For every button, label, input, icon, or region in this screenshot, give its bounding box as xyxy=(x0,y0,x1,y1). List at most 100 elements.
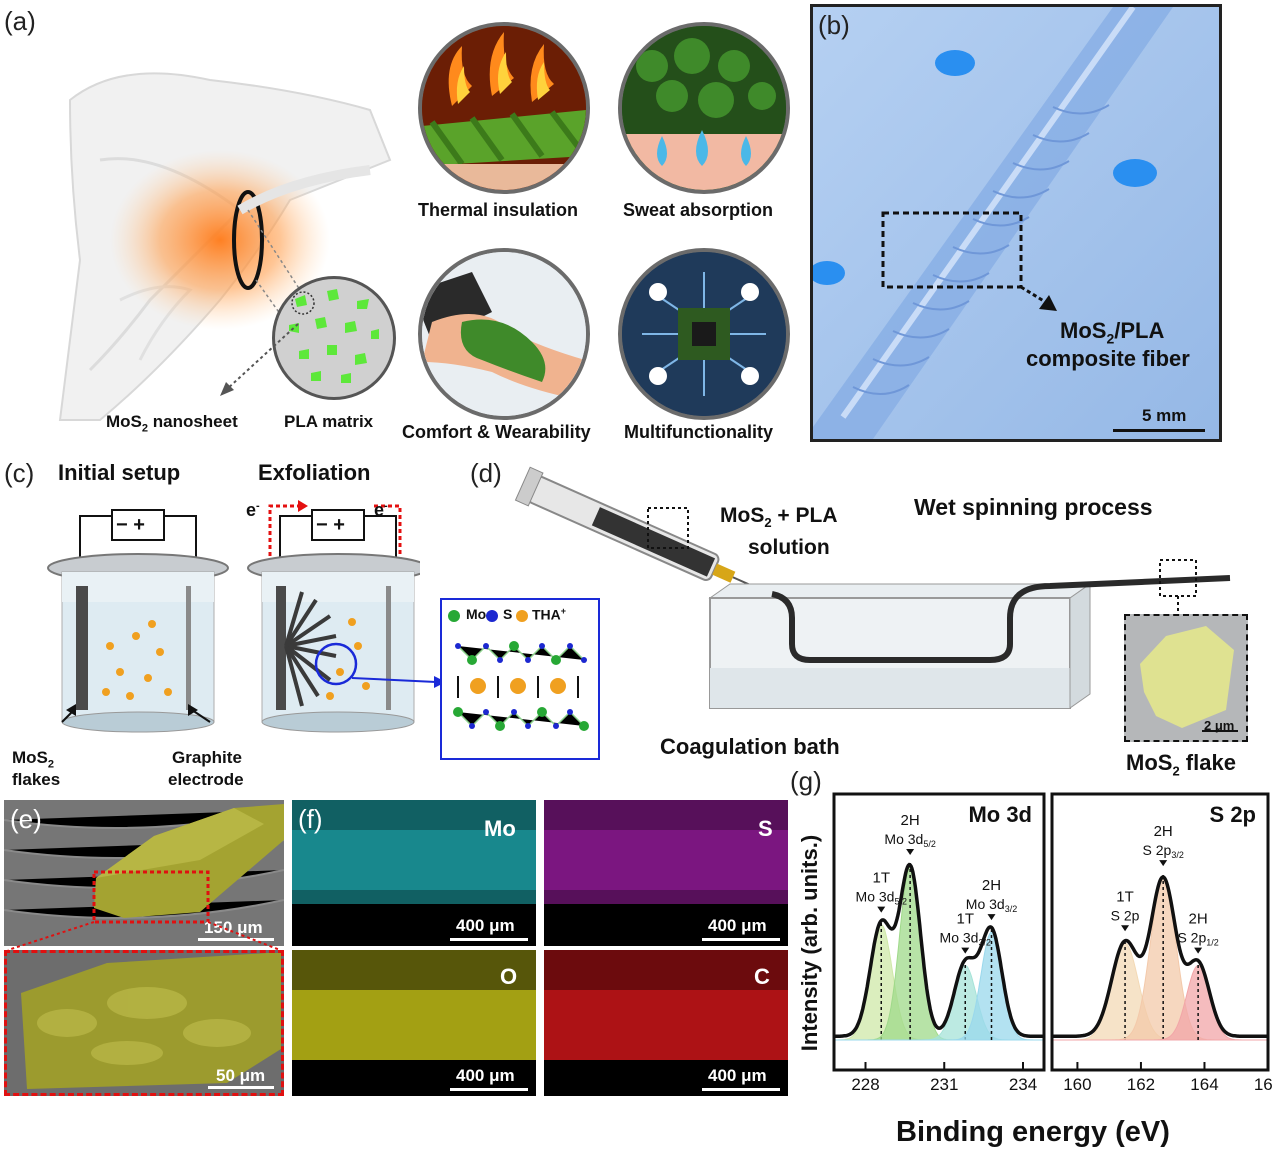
xps-tick-label-1-0: 160 xyxy=(1063,1075,1091,1094)
xps-envelope-0 xyxy=(834,862,1044,1039)
xps-frame-0 xyxy=(832,792,1046,1072)
battery-right-label: − + xyxy=(316,514,345,536)
xps-envelope-1 xyxy=(1052,875,1268,1039)
xps-annot-phase-0-1: 2H xyxy=(901,812,920,829)
sem-overview-scale: 150 μm xyxy=(204,918,263,937)
xps-marker-0-2 xyxy=(961,947,970,954)
sweat-absorption-illustration xyxy=(618,22,790,194)
eds-element-c: C xyxy=(754,964,770,989)
eds-s-scale: 400 μm xyxy=(708,916,767,935)
zoom-arrow xyxy=(352,676,446,688)
coagulation-bath xyxy=(708,583,1092,709)
xps-tick-label-1-1: 162 xyxy=(1127,1075,1155,1094)
eds-mo-scalebar xyxy=(450,938,528,941)
pla-matrix-zoom xyxy=(272,276,396,400)
xps-marker-0-0 xyxy=(877,906,886,913)
xps-component-1-2 xyxy=(1052,965,1268,1041)
xps-annot-orbital-0-1: Mo 3d5/2 xyxy=(884,831,935,849)
nanosheet-pointer-arrow xyxy=(220,323,299,396)
xps-annot-phase-1-2: 2H xyxy=(1189,911,1208,928)
pla-matrix-label: PLA matrix xyxy=(284,412,374,431)
legend-tha: THA+ xyxy=(532,606,567,623)
arm-illustration xyxy=(58,72,392,421)
xps-annot-orbital-1-1: S 2p3/2 xyxy=(1143,842,1184,860)
sem-fiber-zoom xyxy=(4,950,284,1096)
comfort-wearability-illustration xyxy=(418,248,590,420)
legend-mo: Mo xyxy=(466,606,487,622)
panel-label-g: (g) xyxy=(790,766,822,796)
eds-map-o xyxy=(292,950,536,1096)
panel-label-b: (b) xyxy=(818,10,850,40)
electron-right-label: e- xyxy=(374,500,388,520)
eds-map-c xyxy=(544,950,788,1096)
mos2-flake-label: MoS2 flake xyxy=(1126,750,1236,779)
feature-label-multifunctionality: Multifunctionality xyxy=(624,422,773,442)
mos2-nanosheet-label: MoS2 nanosheet xyxy=(106,412,238,435)
xps-annot-phase-0-0: 1T xyxy=(872,870,890,887)
sem-zoom-scale: 50 μm xyxy=(216,1066,266,1085)
xps-title-0: Mo 3d xyxy=(968,802,1032,827)
xps-component-1-1 xyxy=(1052,877,1268,1041)
panel-label-e: (e) xyxy=(10,804,42,834)
syringe xyxy=(514,466,763,592)
feature-label-sweat: Sweat absorption xyxy=(623,200,774,220)
thermal-insulation-illustration xyxy=(418,22,590,194)
xps-marker-1-0 xyxy=(1121,925,1130,932)
legend-s: S xyxy=(503,606,513,622)
xps-xlabel: Binding energy (eV) xyxy=(896,1116,1170,1148)
fiber-photo-panel xyxy=(810,4,1222,442)
coagulation-bath-label: Coagulation bath xyxy=(660,734,840,759)
panel-label-d: (d) xyxy=(470,458,502,488)
xps-annot-orbital-0-2: Mo 3d3/2 xyxy=(940,930,991,948)
initial-setup-title: Initial setup xyxy=(58,460,181,485)
xps-annot-phase-0-3: 2H xyxy=(982,877,1001,894)
fiber-scale-label: 5 mm xyxy=(1142,406,1187,425)
xps-marker-1-2 xyxy=(1194,947,1203,954)
mos2-flake-sem xyxy=(1124,614,1248,742)
multifunctionality-illustration xyxy=(618,248,790,420)
xps-annot-phase-1-1: 2H xyxy=(1154,823,1173,840)
xps-tick-label-0-0: 228 xyxy=(851,1075,879,1094)
panel-label-c: (c) xyxy=(4,458,35,488)
xps-annot-orbital-1-0: S 2p xyxy=(1111,907,1140,923)
xps-annot-orbital-1-2: S 2p1/2 xyxy=(1177,930,1218,948)
flake-scale-label: 2 μm xyxy=(1204,718,1235,733)
fiber-label-line2: composite fiber xyxy=(1026,346,1190,371)
graphite-electrode-label-line1: Graphite xyxy=(172,748,242,767)
eds-map-mo xyxy=(292,800,536,946)
eds-o-scalebar xyxy=(450,1088,528,1091)
xps-ylabel: Intensity (arb. units.) xyxy=(797,834,822,1052)
eds-element-s: S xyxy=(758,816,773,841)
feature-label-thermal: Thermal insulation xyxy=(418,200,579,220)
xps-frame-1 xyxy=(1050,792,1270,1072)
exfoliation-title: Exfoliation xyxy=(258,460,371,485)
wrist-band xyxy=(232,190,264,290)
eds-element-mo: Mo xyxy=(484,816,516,841)
eds-c-scalebar xyxy=(702,1088,780,1091)
eds-o-scale: 400 μm xyxy=(456,1066,515,1085)
wet-spinning-title: Wet spinning process xyxy=(914,494,1153,520)
spun-fiber xyxy=(771,575,1231,663)
xps-marker-0-1 xyxy=(906,849,915,856)
xps-annot-orbital-0-3: Mo 3d3/2 xyxy=(966,896,1017,914)
xps-annot-phase-1-0: 1T xyxy=(1116,888,1134,905)
mos2-crystal-structure xyxy=(440,598,600,760)
graphite-electrode-label-line2: electrode xyxy=(168,770,244,789)
xps-tick-label-0-2: 234 xyxy=(1009,1075,1037,1094)
xps-annot-orbital-0-0: Mo 3d5/2 xyxy=(856,889,907,907)
panel-label-a: (a) xyxy=(4,6,36,36)
wet-spinning-apparatus xyxy=(514,466,1231,709)
eds-element-o: O xyxy=(500,964,518,989)
xps-marker-1-1 xyxy=(1159,860,1168,867)
eds-mo-scale: 400 μm xyxy=(456,916,515,935)
electron-left-label: e- xyxy=(246,500,260,520)
feature-label-comfort: Comfort & Wearability xyxy=(402,422,591,442)
solution-label-line1: MoS2 + PLA xyxy=(720,504,838,531)
sem-fiber-overview xyxy=(4,800,284,946)
eds-s-scalebar xyxy=(702,938,780,941)
fiber-label-line1: MoS2/PLA xyxy=(1060,318,1165,347)
sem-overview-scalebar xyxy=(198,938,274,941)
exfoliation-cell xyxy=(247,500,420,733)
xps-tick-label-1-3: 166 xyxy=(1254,1075,1272,1094)
